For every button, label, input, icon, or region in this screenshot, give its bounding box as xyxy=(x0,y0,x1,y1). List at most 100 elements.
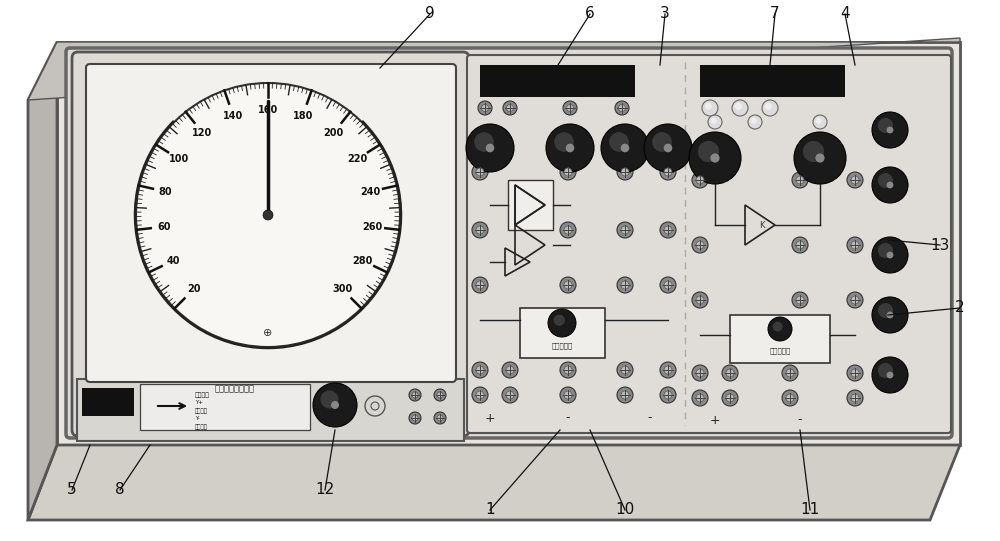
Circle shape xyxy=(696,369,704,377)
Bar xyxy=(730,315,830,363)
Polygon shape xyxy=(28,445,960,520)
Circle shape xyxy=(502,387,518,403)
Text: -: - xyxy=(648,412,652,425)
Circle shape xyxy=(434,389,446,401)
Polygon shape xyxy=(28,42,57,520)
Circle shape xyxy=(601,124,649,172)
Text: 稳压调零: 稳压调零 xyxy=(195,424,208,430)
Circle shape xyxy=(692,292,708,308)
Circle shape xyxy=(664,366,672,374)
Circle shape xyxy=(566,144,574,151)
Circle shape xyxy=(615,101,629,115)
Circle shape xyxy=(263,210,273,220)
Circle shape xyxy=(412,392,418,398)
Text: 180: 180 xyxy=(292,111,313,121)
Circle shape xyxy=(872,357,908,393)
Circle shape xyxy=(478,101,492,115)
Circle shape xyxy=(502,362,518,378)
Circle shape xyxy=(564,281,572,289)
Circle shape xyxy=(546,124,594,172)
Circle shape xyxy=(472,277,488,293)
Circle shape xyxy=(482,104,488,111)
Circle shape xyxy=(773,322,782,331)
Circle shape xyxy=(409,389,421,401)
Circle shape xyxy=(722,365,738,381)
Circle shape xyxy=(560,362,576,378)
Text: 280: 280 xyxy=(352,255,373,266)
Circle shape xyxy=(660,164,676,180)
Circle shape xyxy=(664,391,672,399)
Text: 6: 6 xyxy=(585,6,595,22)
Circle shape xyxy=(887,182,893,188)
Circle shape xyxy=(506,391,514,399)
Circle shape xyxy=(796,296,804,304)
Circle shape xyxy=(696,296,704,304)
FancyBboxPatch shape xyxy=(77,379,464,441)
Text: 120: 120 xyxy=(192,128,213,138)
Circle shape xyxy=(851,176,859,184)
Circle shape xyxy=(472,387,488,403)
Circle shape xyxy=(851,241,859,249)
Circle shape xyxy=(706,103,711,109)
Circle shape xyxy=(722,390,738,406)
Circle shape xyxy=(782,390,798,406)
Circle shape xyxy=(621,168,629,176)
Text: 220: 220 xyxy=(347,154,367,164)
Circle shape xyxy=(555,133,573,151)
Circle shape xyxy=(847,292,863,308)
Circle shape xyxy=(617,387,633,403)
Text: 非接触红外测体温: 非接触红外测体温 xyxy=(215,384,255,393)
Text: 5: 5 xyxy=(67,483,77,498)
Circle shape xyxy=(748,115,762,129)
Text: 2: 2 xyxy=(955,300,965,315)
Circle shape xyxy=(847,237,863,253)
Text: -: - xyxy=(566,412,570,425)
Circle shape xyxy=(476,366,484,374)
Circle shape xyxy=(136,83,400,347)
Circle shape xyxy=(887,252,893,258)
Circle shape xyxy=(692,390,708,406)
Text: 80: 80 xyxy=(159,187,172,196)
Circle shape xyxy=(476,226,484,234)
Circle shape xyxy=(796,241,804,249)
Circle shape xyxy=(879,174,892,187)
Circle shape xyxy=(621,226,629,234)
Text: -: - xyxy=(798,413,802,426)
Circle shape xyxy=(699,142,718,161)
Circle shape xyxy=(644,124,692,172)
Circle shape xyxy=(564,391,572,399)
Circle shape xyxy=(766,103,771,109)
Circle shape xyxy=(692,365,708,381)
Text: 13: 13 xyxy=(930,237,950,253)
Circle shape xyxy=(711,118,716,123)
Bar xyxy=(700,65,845,97)
Circle shape xyxy=(762,100,778,116)
Circle shape xyxy=(726,394,734,402)
Circle shape xyxy=(660,362,676,378)
Circle shape xyxy=(847,172,863,188)
Circle shape xyxy=(321,391,338,408)
Circle shape xyxy=(736,103,741,109)
Text: 140: 140 xyxy=(223,111,243,121)
Polygon shape xyxy=(57,42,960,445)
Circle shape xyxy=(708,115,722,129)
Circle shape xyxy=(313,383,357,427)
Text: 8: 8 xyxy=(115,483,125,498)
Bar xyxy=(520,308,605,358)
Circle shape xyxy=(560,222,576,238)
Circle shape xyxy=(437,415,443,421)
FancyBboxPatch shape xyxy=(66,48,952,438)
Circle shape xyxy=(689,132,741,184)
Circle shape xyxy=(813,115,827,129)
Text: Y-: Y- xyxy=(195,416,200,421)
Circle shape xyxy=(692,237,708,253)
Circle shape xyxy=(792,292,808,308)
Circle shape xyxy=(872,112,908,148)
Circle shape xyxy=(507,104,514,111)
Circle shape xyxy=(872,237,908,273)
Circle shape xyxy=(617,164,633,180)
Circle shape xyxy=(887,127,893,133)
Circle shape xyxy=(696,241,704,249)
Circle shape xyxy=(847,365,863,381)
Circle shape xyxy=(409,412,421,424)
